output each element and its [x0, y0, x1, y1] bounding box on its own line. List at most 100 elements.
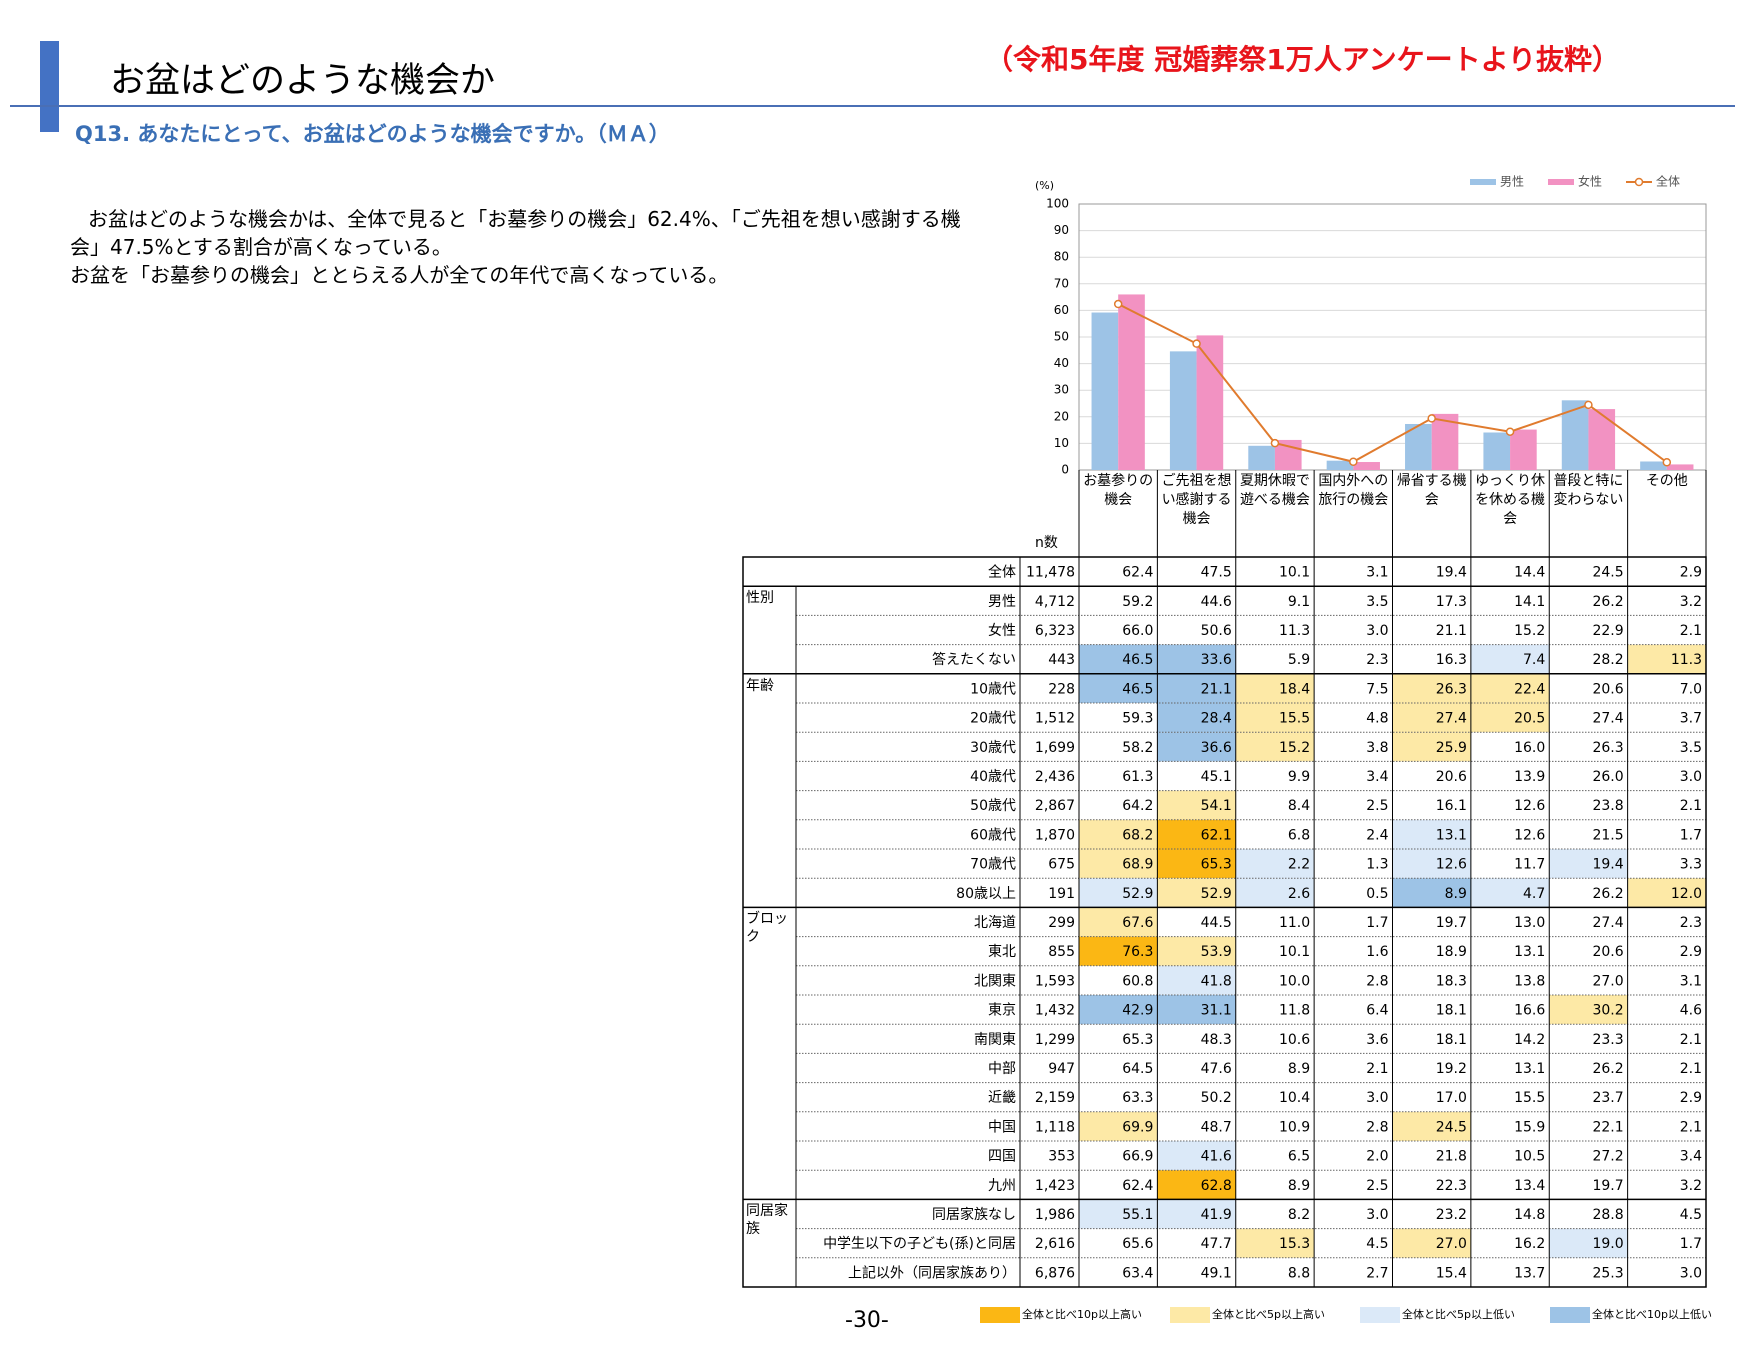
cell-value: 1.3 [1366, 857, 1388, 873]
cell-value: 36.6 [1201, 740, 1232, 756]
cell-value: 7.5 [1366, 681, 1388, 697]
cell-value: 2.1 [1680, 623, 1702, 639]
cell-value: 23.7 [1592, 1090, 1623, 1106]
row-label: 男性 [988, 594, 1016, 610]
y-tick-label: 30 [1054, 383, 1069, 397]
cell-value: 8.4 [1288, 798, 1310, 814]
page-number: -30- [845, 1308, 889, 1333]
cell-value: 2.5 [1366, 798, 1388, 814]
group-label: 同居家族 [746, 1203, 788, 1238]
cell-value: 48.3 [1201, 1032, 1232, 1048]
y-tick-label: 50 [1054, 330, 1069, 344]
cell-value: 4.8 [1366, 711, 1388, 727]
cell-value: 12.6 [1436, 857, 1467, 873]
line-marker [1113, 299, 1123, 309]
legend-swatch [1170, 1307, 1210, 1323]
cell-highlight [1470, 878, 1550, 908]
cell-highlight [1627, 644, 1706, 674]
cell-value: 47.6 [1201, 1061, 1232, 1077]
y-tick-label: 40 [1054, 356, 1069, 370]
cell-value: 2.8 [1366, 1119, 1388, 1135]
row-label: 60歳代 [970, 827, 1016, 843]
legend-label: 女性 [1578, 174, 1602, 189]
cell-value: 14.2 [1514, 1032, 1545, 1048]
row-n: 6,323 [1035, 623, 1075, 639]
bar [1353, 462, 1380, 470]
cell-highlight [1392, 703, 1471, 733]
cell-highlight [1079, 907, 1158, 937]
cell-highlight [1157, 995, 1236, 1025]
y-tick-label: 90 [1054, 223, 1069, 237]
cell-value: 3.5 [1680, 740, 1702, 756]
bar [1588, 409, 1616, 470]
cell-value: 10.1 [1279, 565, 1310, 581]
cell-value: 19.0 [1592, 1236, 1623, 1252]
cell-value: 14.8 [1514, 1207, 1545, 1223]
cell-highlight [1392, 878, 1471, 908]
cell-value: 3.0 [1680, 769, 1702, 785]
x-tick-label: お墓参りの機会 [1083, 473, 1154, 508]
cell-value: 63.4 [1122, 1265, 1153, 1281]
legend-swatch [1548, 179, 1574, 185]
row-label: 30歳代 [970, 740, 1016, 756]
cell-value: 1.7 [1366, 915, 1388, 931]
cell-value: 17.0 [1436, 1090, 1467, 1106]
line-marker [1662, 458, 1672, 467]
cell-value: 16.3 [1436, 652, 1467, 668]
cell-value: 23.8 [1592, 798, 1623, 814]
cell-value: 4.6 [1680, 1003, 1702, 1019]
legend-label: 全体と比べ5p以上高い [1212, 1307, 1325, 1321]
cell-highlight [1235, 849, 1315, 879]
cell-highlight [1235, 703, 1315, 733]
bar [1666, 464, 1694, 470]
cell-highlight [1157, 673, 1236, 703]
cell-value: 3.2 [1680, 1178, 1702, 1194]
cell-value: 44.5 [1201, 915, 1232, 931]
cell-highlight [1627, 878, 1706, 908]
cell-value: 18.3 [1436, 973, 1467, 989]
cell-value: 28.4 [1201, 711, 1232, 727]
cell-value: 3.0 [1366, 623, 1388, 639]
cell-value: 10.6 [1279, 1032, 1310, 1048]
cell-value: 30.2 [1592, 1003, 1623, 1019]
cell-value: 65.3 [1122, 1032, 1153, 1048]
row-label: 中国 [988, 1119, 1016, 1135]
cell-value: 15.3 [1279, 1236, 1310, 1252]
row-n: 947 [1048, 1061, 1075, 1077]
cell-value: 13.0 [1514, 915, 1545, 931]
cell-value: 3.5 [1366, 594, 1388, 610]
cell-value: 16.2 [1514, 1236, 1545, 1252]
cell-value: 7.0 [1680, 681, 1702, 697]
cell-value: 2.9 [1680, 565, 1702, 581]
row-label: 上記以外（同居家族あり） [848, 1264, 1016, 1281]
cell-value: 22.4 [1514, 681, 1545, 697]
row-label: 中部 [988, 1061, 1016, 1077]
legend-swatch [1634, 177, 1644, 187]
cell-highlight [1392, 819, 1471, 849]
cell-value: 3.7 [1680, 711, 1702, 727]
cell-value: 13.1 [1514, 1061, 1545, 1077]
row-n: 1,118 [1035, 1119, 1075, 1135]
bar [1326, 460, 1354, 470]
cell-value: 2.7 [1366, 1265, 1388, 1281]
bar [1510, 429, 1537, 470]
cell-value: 68.2 [1122, 827, 1153, 843]
x-tick-label: 帰省する機会 [1396, 473, 1467, 508]
cell-value: 27.4 [1592, 915, 1623, 931]
row-label: 南関東 [974, 1032, 1016, 1048]
cell-value: 22.1 [1592, 1119, 1623, 1135]
cell-value: 19.2 [1436, 1061, 1467, 1077]
cell-value: 49.1 [1201, 1265, 1232, 1281]
cell-value: 21.8 [1436, 1149, 1467, 1165]
cell-value: 68.9 [1122, 857, 1153, 873]
cell-value: 14.1 [1514, 594, 1545, 610]
cell-value: 2.9 [1680, 1090, 1702, 1106]
cell-value: 3.4 [1680, 1149, 1702, 1165]
row-n: 1,432 [1035, 1003, 1075, 1019]
cell-value: 50.2 [1201, 1090, 1232, 1106]
cell-value: 9.1 [1288, 594, 1310, 610]
legend-label: 全体と比べ5p以上低い [1402, 1307, 1515, 1321]
cell-value: 65.3 [1201, 857, 1232, 873]
cell-highlight [1235, 878, 1315, 908]
line-marker [1505, 427, 1515, 436]
